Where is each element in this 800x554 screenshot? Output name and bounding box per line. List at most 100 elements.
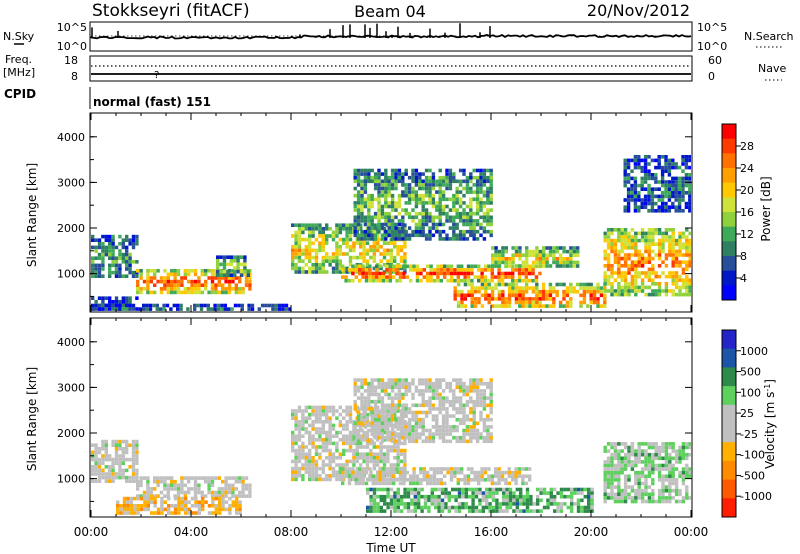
heatmap-cell bbox=[97, 303, 102, 308]
heatmap-cell bbox=[335, 234, 339, 238]
heatmap-cell bbox=[133, 496, 137, 501]
heatmap-cell bbox=[114, 457, 119, 462]
heatmap-cell bbox=[264, 303, 268, 308]
heatmap-cell bbox=[579, 286, 583, 290]
heatmap-cell bbox=[637, 289, 641, 293]
heatmap-cell bbox=[486, 175, 490, 180]
heatmap-cell bbox=[671, 249, 675, 254]
heatmap-cell bbox=[454, 505, 458, 510]
heatmap-cell bbox=[482, 190, 487, 194]
heatmap-cell bbox=[122, 504, 127, 508]
heatmap-cell bbox=[424, 237, 429, 241]
heatmap-cell bbox=[481, 509, 485, 513]
heatmap-cell bbox=[617, 470, 621, 475]
heatmap-cell bbox=[372, 505, 377, 510]
heatmap-cell bbox=[411, 193, 415, 198]
heatmap-cell bbox=[318, 248, 322, 253]
heatmap-cell bbox=[671, 496, 675, 500]
heatmap-cell bbox=[394, 237, 398, 241]
heatmap-cell bbox=[438, 229, 442, 234]
heatmap-cell bbox=[634, 289, 638, 293]
heatmap-cell bbox=[108, 296, 112, 300]
heatmap-cell bbox=[465, 425, 470, 429]
heatmap-cell bbox=[163, 500, 167, 504]
heatmap-cell bbox=[360, 385, 364, 390]
heatmap-cell bbox=[507, 481, 511, 486]
heatmap-cell bbox=[131, 475, 136, 480]
heatmap-cell bbox=[674, 249, 679, 254]
heatmap-cell bbox=[304, 430, 308, 435]
heatmap-cell bbox=[139, 476, 143, 480]
heatmap-cell bbox=[146, 496, 150, 501]
heatmap-cell bbox=[572, 260, 576, 265]
heatmap-cell bbox=[671, 292, 675, 297]
heatmap-cell bbox=[376, 241, 380, 245]
heatmap-cell bbox=[176, 303, 180, 308]
heatmap-cell bbox=[348, 248, 353, 253]
heatmap-cell bbox=[101, 242, 105, 246]
heatmap-cell bbox=[603, 496, 607, 500]
heatmap-cell bbox=[387, 215, 391, 220]
heatmap-cell bbox=[97, 252, 102, 257]
heatmap-cell bbox=[355, 255, 359, 260]
heatmap-cell bbox=[473, 470, 477, 475]
heatmap-cell bbox=[387, 190, 391, 194]
heatmap-cell bbox=[193, 483, 198, 488]
heatmap-cell bbox=[458, 389, 463, 393]
heatmap-cell bbox=[367, 201, 371, 205]
colorbar-swatch bbox=[722, 241, 736, 257]
heatmap-cell bbox=[111, 256, 115, 260]
heatmap-cell bbox=[654, 282, 658, 286]
heatmap-cell bbox=[674, 285, 679, 290]
heatmap-cell bbox=[159, 290, 164, 295]
heatmap-cell bbox=[403, 505, 407, 510]
heatmap-cell bbox=[617, 271, 621, 275]
heatmap-cell bbox=[494, 253, 498, 257]
heatmap-cell bbox=[528, 474, 532, 478]
heatmap-cell bbox=[411, 435, 415, 440]
heatmap-cell bbox=[387, 385, 391, 390]
heatmap-cell bbox=[688, 209, 691, 213]
heatmap-cell bbox=[328, 430, 332, 435]
heatmap-cell bbox=[372, 459, 376, 464]
heatmap-cell bbox=[477, 478, 481, 482]
heatmap-cell bbox=[483, 467, 488, 471]
heatmap-cell bbox=[620, 449, 624, 453]
heatmap-cell bbox=[111, 260, 115, 264]
heatmap-cell bbox=[118, 303, 122, 308]
heatmap-cell bbox=[394, 172, 398, 176]
heatmap-cell bbox=[291, 409, 295, 413]
heatmap-cell bbox=[204, 479, 208, 484]
heatmap-cell bbox=[688, 187, 691, 191]
heatmap-cell bbox=[294, 448, 298, 453]
heatmap-cell bbox=[430, 494, 434, 499]
heatmap-cell bbox=[480, 467, 484, 471]
heatmap-cell bbox=[582, 286, 587, 290]
heatmap-cell bbox=[235, 511, 239, 515]
heatmap-cell bbox=[401, 381, 405, 386]
heatmap-cell bbox=[623, 445, 628, 450]
heatmap-cell bbox=[424, 381, 429, 386]
heatmap-cell bbox=[439, 478, 443, 482]
heatmap-cell bbox=[125, 457, 129, 462]
heatmap-cell bbox=[419, 470, 423, 475]
heatmap-cell bbox=[634, 463, 638, 468]
heatmap-cell bbox=[424, 208, 429, 212]
heatmap-cell bbox=[452, 172, 456, 176]
heatmap-cell bbox=[678, 253, 682, 257]
heatmap-cell bbox=[522, 498, 526, 503]
heatmap-cell bbox=[671, 158, 675, 163]
heatmap-cell bbox=[218, 511, 222, 515]
heatmap-cell bbox=[603, 481, 607, 486]
heatmap-cell bbox=[486, 439, 490, 444]
heatmap-cell bbox=[94, 245, 98, 250]
heatmap-cell bbox=[559, 494, 564, 499]
heatmap-cell bbox=[411, 396, 415, 400]
heatmap-cell bbox=[356, 389, 361, 393]
heatmap-cell bbox=[304, 420, 308, 424]
heatmap-cell bbox=[475, 381, 480, 386]
heatmap-cell bbox=[308, 477, 312, 482]
heatmap-cell bbox=[518, 286, 522, 290]
heatmap-cell bbox=[373, 226, 378, 230]
heatmap-cell bbox=[519, 487, 523, 492]
